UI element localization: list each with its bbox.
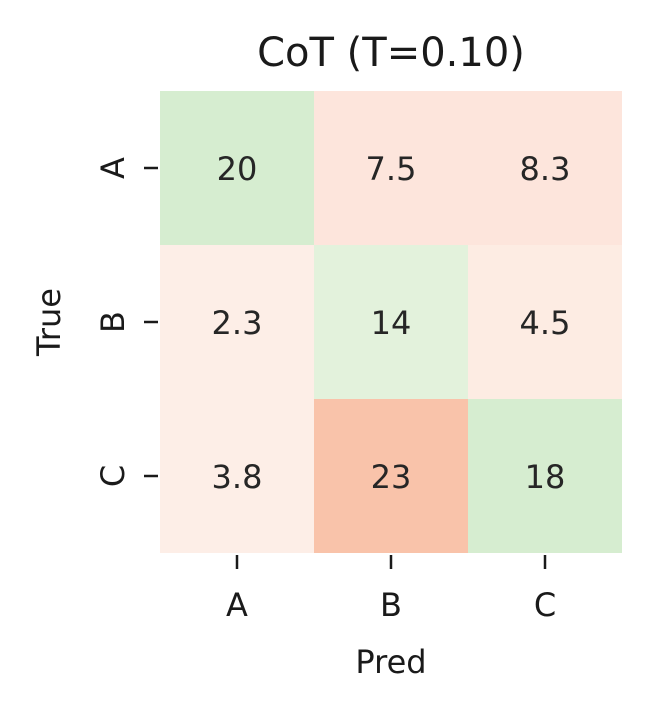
cell-value-C-A: 3.8	[212, 458, 263, 496]
x-tick-label-A: A	[226, 586, 248, 624]
cell-value-B-B: 14	[371, 304, 412, 342]
heatmap-cell-labels: 20 7.5 8.3 2.3 14 4.5 3.8 23 18	[212, 150, 571, 496]
cell-value-C-B: 23	[371, 458, 412, 496]
heatmap-cell-B-B	[314, 245, 468, 399]
cell-value-A-B: 7.5	[366, 150, 417, 188]
heatmap-cell-C-C	[468, 399, 622, 553]
y-tick-label-B: B	[94, 311, 132, 333]
y-tick-label-C: C	[94, 465, 132, 487]
y-tick-label-A: A	[94, 157, 132, 179]
cell-value-B-A: 2.3	[212, 304, 263, 342]
heatmap-cell-C-B	[314, 399, 468, 553]
x-axis-label: Pred	[355, 643, 426, 681]
heatmap-cells	[160, 91, 622, 553]
cell-value-A-C: 8.3	[520, 150, 571, 188]
heatmap-cell-C-A	[160, 399, 314, 553]
heatmap-cell-A-B	[314, 91, 468, 245]
cell-value-B-C: 4.5	[520, 304, 571, 342]
heatmap-cell-B-C	[468, 245, 622, 399]
y-axis-ticks: A B C	[94, 157, 158, 487]
x-tick-label-C: C	[534, 586, 556, 624]
cell-value-A-A: 20	[217, 150, 258, 188]
y-axis-label: True	[30, 288, 68, 357]
heatmap-cell-A-C	[468, 91, 622, 245]
cell-value-C-C: 18	[525, 458, 566, 496]
chart-title: CoT (T=0.10)	[257, 30, 525, 76]
heatmap-cell-A-A	[160, 91, 314, 245]
x-tick-label-B: B	[380, 586, 402, 624]
x-axis-ticks: A B C	[226, 555, 556, 624]
heatmap-cell-B-A	[160, 245, 314, 399]
